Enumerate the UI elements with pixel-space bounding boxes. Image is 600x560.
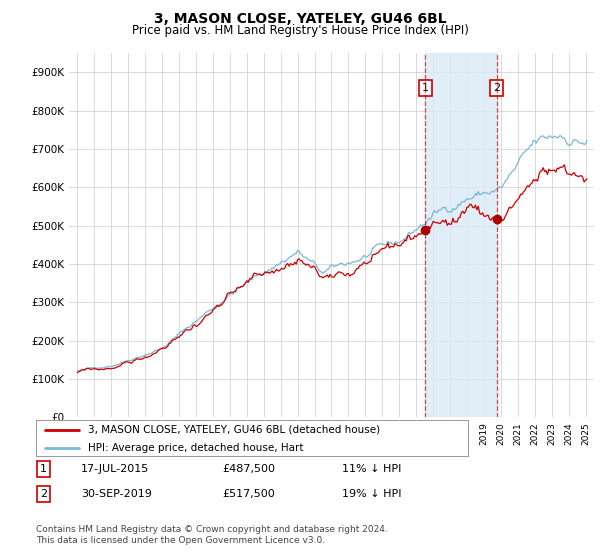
Text: £487,500: £487,500: [222, 464, 275, 474]
Text: Price paid vs. HM Land Registry's House Price Index (HPI): Price paid vs. HM Land Registry's House …: [131, 24, 469, 36]
Text: HPI: Average price, detached house, Hart: HPI: Average price, detached house, Hart: [88, 444, 304, 454]
Text: 1: 1: [422, 83, 429, 93]
Text: 11% ↓ HPI: 11% ↓ HPI: [342, 464, 401, 474]
Text: 30-SEP-2019: 30-SEP-2019: [81, 489, 152, 499]
Text: 2: 2: [493, 83, 500, 93]
Bar: [425, 53, 497, 417]
Text: 19% ↓ HPI: 19% ↓ HPI: [342, 489, 401, 499]
Text: 3, MASON CLOSE, YATELEY, GU46 6BL (detached house): 3, MASON CLOSE, YATELEY, GU46 6BL (detac…: [88, 425, 380, 435]
Text: Contains HM Land Registry data © Crown copyright and database right 2024.
This d: Contains HM Land Registry data © Crown c…: [36, 525, 388, 545]
Text: 17-JUL-2015: 17-JUL-2015: [81, 464, 149, 474]
Text: 1: 1: [40, 464, 47, 474]
Text: 3, MASON CLOSE, YATELEY, GU46 6BL: 3, MASON CLOSE, YATELEY, GU46 6BL: [154, 12, 446, 26]
Text: £517,500: £517,500: [222, 489, 275, 499]
Text: 2: 2: [40, 489, 47, 499]
